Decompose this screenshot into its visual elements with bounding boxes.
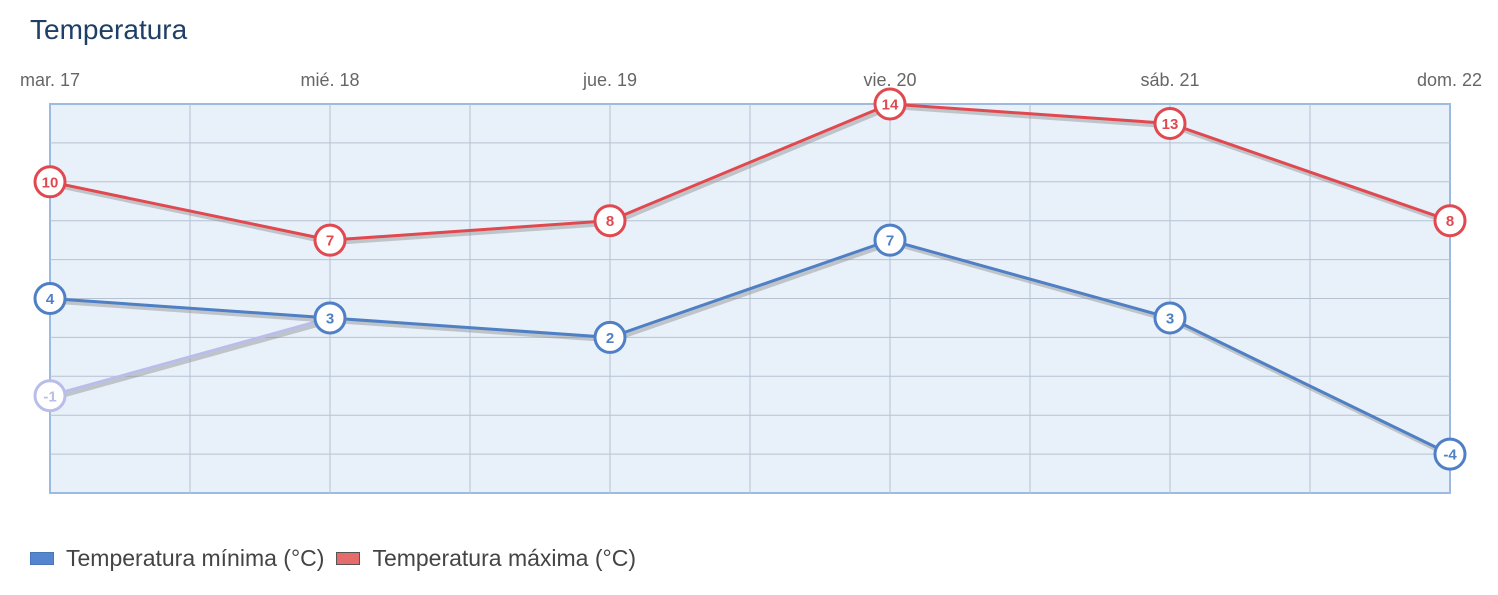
max-temperature-line <box>49 102 1451 242</box>
min-temperature-point[interactable] <box>33 282 67 315</box>
max-temperature-point-label: 8 <box>1446 213 1454 230</box>
max-temperature-point-label: 10 <box>42 174 59 191</box>
max-temperature-point-label: 13 <box>1162 116 1179 133</box>
x-tick-label: mié. 18 <box>300 70 359 90</box>
legend-label-max: Temperatura máxima (°C) <box>372 545 636 571</box>
min-temperature-point[interactable] <box>593 320 627 354</box>
x-tick-label: dom. 22 <box>1417 70 1482 90</box>
chart-legend: Temperatura mínima (°C) Temperatura máxi… <box>30 545 648 572</box>
max-temperature-point[interactable] <box>33 165 67 199</box>
x-tick-label: sáb. 21 <box>1140 70 1199 90</box>
legend-swatch-max <box>336 552 361 565</box>
max-temperature-point-label: 7 <box>326 233 334 250</box>
max-temperature-point[interactable] <box>1153 106 1187 140</box>
min-temperature-point-label: -4 <box>1443 447 1457 464</box>
min-temperature-point-label: 3 <box>326 310 334 327</box>
min-temperature-point[interactable] <box>873 223 907 257</box>
min-temperature-line-shadow <box>51 241 1453 459</box>
max-temperature-line-shadow <box>51 104 1453 246</box>
max-temperature-point[interactable] <box>873 87 907 121</box>
max-temperature-point-label: 8 <box>606 213 614 230</box>
max-temperature-point[interactable] <box>313 223 347 257</box>
min-temperature-point-label: 2 <box>606 330 614 347</box>
min-temperature-point-label: 3 <box>1166 310 1174 327</box>
min-temperature-point[interactable] <box>313 301 347 335</box>
min-temperature-point[interactable] <box>1153 301 1187 335</box>
max-temperature-point-label: 14 <box>882 97 899 114</box>
legend-label-min: Temperatura mínima (°C) <box>66 545 325 571</box>
min-temperature-point[interactable] <box>1433 437 1467 471</box>
chart-title: Temperatura <box>30 14 188 45</box>
max-temperature-point[interactable] <box>1433 204 1467 238</box>
legend-swatch-min <box>30 552 54 565</box>
min-temperature-line <box>49 238 1451 456</box>
faded-min-line-shadow <box>51 319 333 401</box>
faded-min-point[interactable] <box>33 379 67 413</box>
x-tick-label: jue. 19 <box>582 70 637 90</box>
legend-item-max[interactable]: Temperatura máxima (°C) <box>336 545 636 572</box>
x-tick-label: vie. 20 <box>863 70 916 90</box>
temperature-chart: mar. 17 mié. 18 jue. 19 vie. 20 sáb. 21 dom. … <box>20 70 1482 494</box>
faded-min-point-label: -1 <box>43 388 56 405</box>
min-temperature-point-label: 4 <box>46 291 55 308</box>
faded-min-line <box>49 316 331 398</box>
max-temperature-point[interactable] <box>593 204 627 238</box>
min-temperature-point-label: 7 <box>886 233 894 250</box>
legend-item-min[interactable]: Temperatura mínima (°C) <box>30 545 324 572</box>
x-tick-label: mar. 17 <box>20 70 80 90</box>
